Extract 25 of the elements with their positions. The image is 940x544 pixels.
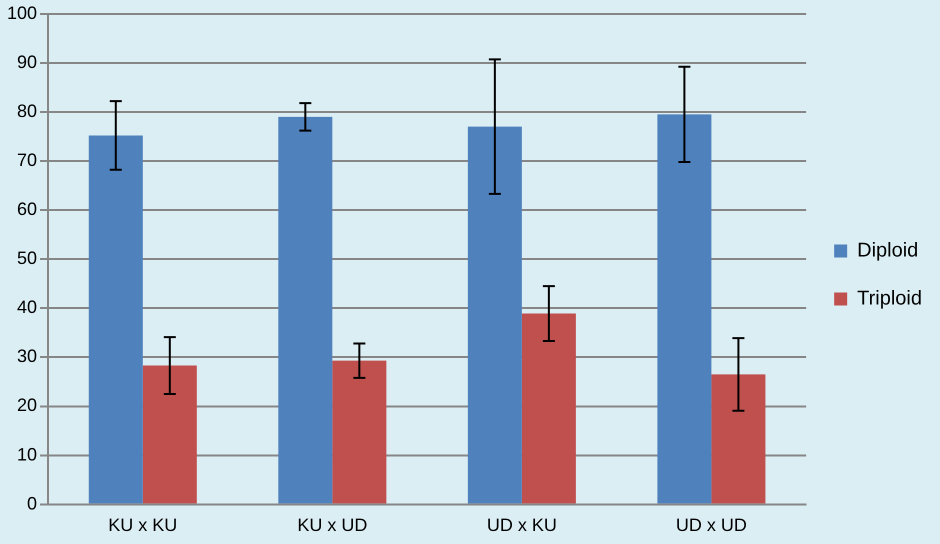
- y-tick-label: 0: [27, 493, 38, 514]
- x-tick-label: KU x KU: [108, 515, 178, 536]
- y-tick-label: 60: [17, 199, 38, 220]
- bar: [88, 135, 143, 504]
- bar: [278, 116, 332, 504]
- bar: [657, 114, 712, 504]
- bar: [711, 374, 766, 504]
- y-tick-label: 50: [17, 248, 38, 268]
- legend-label: Diploid: [857, 240, 918, 262]
- bar: [468, 126, 522, 504]
- x-tick-label: KU x UD: [297, 515, 368, 536]
- legend-label: Triploid: [857, 288, 922, 310]
- y-tick-label: 30: [17, 346, 38, 366]
- y-tick-label: 40: [17, 297, 38, 318]
- y-tick-label: 70: [17, 150, 38, 170]
- bar: [332, 360, 386, 504]
- y-tick-label: 10: [17, 444, 38, 464]
- x-tick-label: UD x UD: [676, 515, 747, 536]
- x-tick-label: UD x KU: [486, 515, 557, 536]
- y-tick-label: 80: [17, 100, 38, 121]
- bar: [142, 366, 197, 504]
- bar: [522, 314, 576, 504]
- y-tick-label: 90: [17, 52, 38, 72]
- y-tick-label: 100: [6, 2, 38, 23]
- y-tick-label: 20: [17, 395, 38, 416]
